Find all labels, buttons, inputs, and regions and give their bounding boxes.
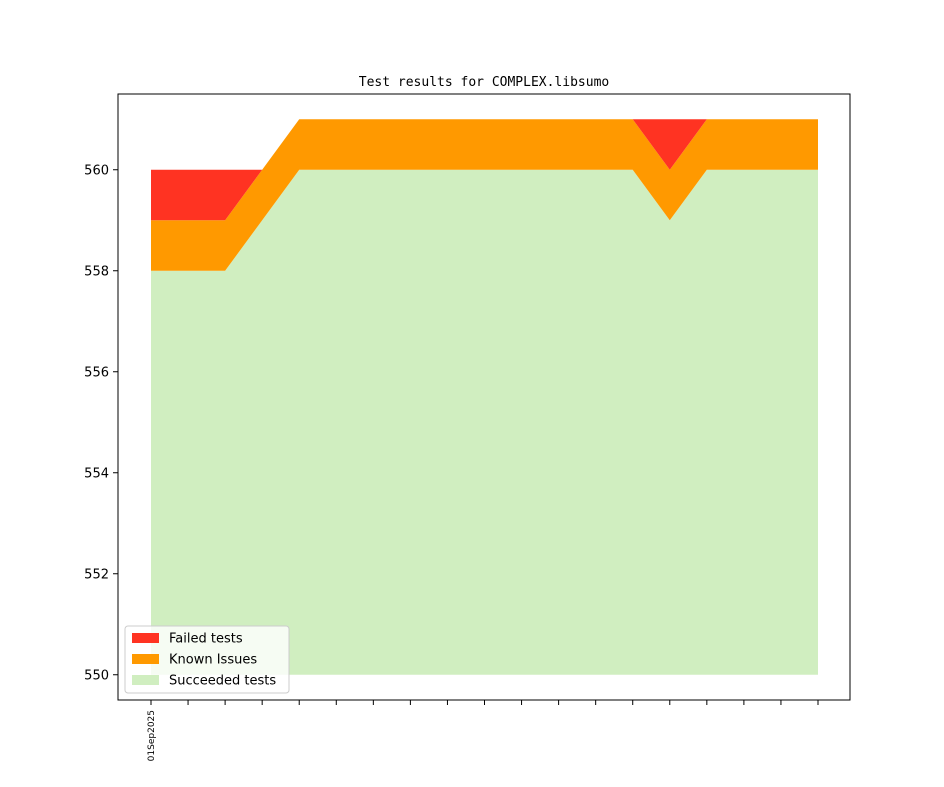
y-tick-label: 552	[84, 567, 109, 582]
y-tick-label: 554	[84, 466, 109, 481]
chart-title: Test results for COMPLEX.libsumo	[359, 75, 609, 90]
y-tick-label: 560	[84, 163, 109, 178]
legend-swatch-succeeded-tests	[132, 675, 159, 685]
area-known-issues	[151, 119, 818, 271]
legend-label-succeeded-tests: Succeeded tests	[169, 674, 276, 689]
area-succeeded-tests	[151, 169, 818, 675]
y-tick-label: 556	[84, 365, 109, 380]
legend-box	[124, 625, 290, 694]
legend-label-known-issues: Known Issues	[169, 653, 257, 668]
area-failed-tests	[151, 119, 818, 221]
y-tick-label: 558	[84, 264, 109, 279]
legend: Failed tests Known Issues Succeeded tests	[124, 625, 290, 694]
area-series-group	[151, 119, 818, 675]
x-axis: 01Sep2025	[147, 700, 819, 761]
y-axis: 550 552 554 556 558 560	[84, 163, 118, 683]
y-tick-label: 550	[84, 668, 109, 683]
legend-label-failed-tests: Failed tests	[169, 632, 243, 647]
legend-swatch-failed-tests	[132, 633, 159, 643]
legend-swatch-known-issues	[132, 654, 159, 664]
x-tick-label: 01Sep2025	[147, 710, 157, 761]
